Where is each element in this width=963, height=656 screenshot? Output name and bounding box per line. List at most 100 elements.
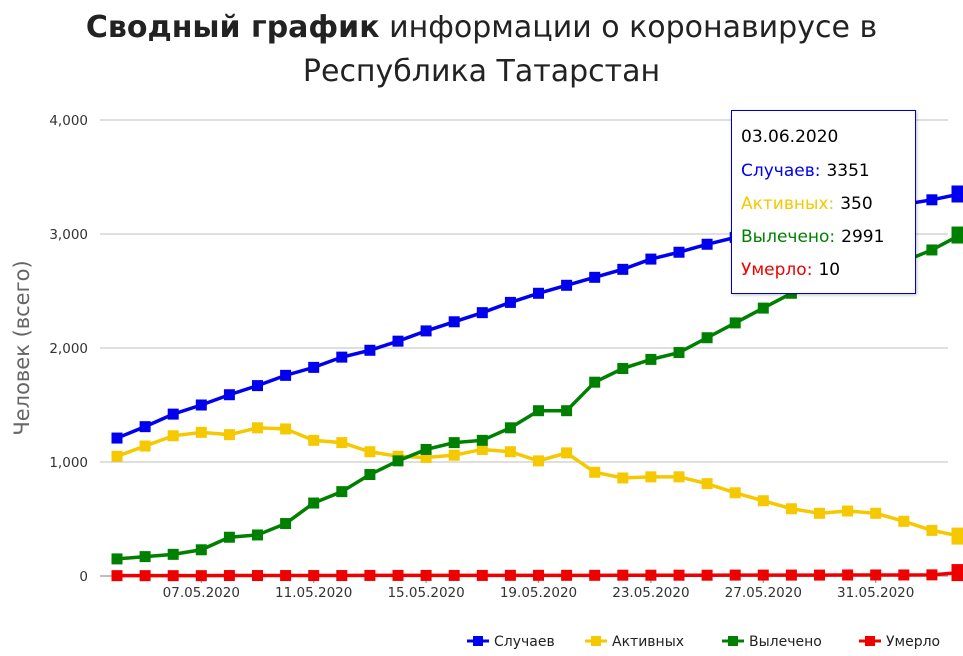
data-point[interactable] [195,399,207,411]
data-point[interactable] [757,495,769,507]
data-point[interactable] [785,503,797,515]
data-point[interactable] [561,405,573,417]
data-point[interactable] [223,429,235,441]
data-point[interactable] [645,471,657,483]
data-point[interactable] [504,296,516,308]
data-point[interactable] [842,569,854,581]
data-point[interactable] [336,486,348,498]
legend-item[interactable]: Случаев [467,634,555,650]
data-point[interactable] [111,450,123,462]
data-point[interactable] [476,443,488,455]
data-point[interactable] [898,515,910,527]
data-point[interactable] [167,430,179,442]
data-point[interactable] [729,317,741,329]
data-point[interactable] [533,455,544,467]
data-point[interactable] [561,279,573,291]
data-point[interactable] [785,569,797,581]
legend-item[interactable]: Умерло [859,634,940,650]
data-point[interactable] [252,422,263,434]
data-point[interactable] [926,244,938,256]
data-point[interactable] [589,569,601,581]
data-point[interactable] [589,271,601,283]
data-point[interactable] [476,307,488,319]
data-point[interactable] [561,447,573,459]
data-point[interactable] [195,426,207,438]
data-point[interactable] [167,408,179,420]
data-point[interactable] [364,569,376,581]
data-point[interactable] [504,446,516,458]
data-point[interactable] [701,332,713,344]
data-point[interactable] [252,529,263,541]
data-point[interactable] [308,497,320,509]
data-point[interactable] [617,263,629,275]
data-point[interactable] [673,471,685,483]
data-point[interactable] [280,518,292,530]
data-point[interactable] [336,570,348,582]
data-point[interactable] [645,569,657,581]
data-point[interactable] [139,440,151,452]
data-point[interactable] [111,432,123,444]
data-point[interactable] [645,253,657,265]
data-point[interactable] [533,405,544,417]
data-point[interactable] [223,531,235,543]
data-point[interactable] [336,351,348,363]
data-point[interactable] [561,569,573,581]
data-point[interactable] [195,544,207,556]
data-point[interactable] [195,570,207,582]
data-point[interactable] [589,466,601,478]
data-point[interactable] [951,527,963,545]
data-point[interactable] [729,487,741,499]
data-point[interactable] [420,443,432,455]
data-point[interactable] [645,353,657,365]
data-point[interactable] [223,570,235,582]
data-point[interactable] [280,570,292,582]
data-point[interactable] [364,344,376,356]
data-point[interactable] [673,569,685,581]
data-point[interactable] [420,325,432,337]
data-point[interactable] [223,389,235,401]
data-point[interactable] [701,569,713,581]
data-point[interactable] [139,570,151,582]
data-point[interactable] [617,472,629,484]
data-point[interactable] [392,455,404,467]
data-point[interactable] [167,570,179,582]
data-point[interactable] [533,569,544,581]
data-point[interactable] [139,551,151,563]
data-point[interactable] [364,469,376,481]
data-point[interactable] [533,287,544,299]
data-point[interactable] [617,363,629,375]
data-point[interactable] [308,434,320,446]
data-point[interactable] [951,185,963,203]
data-point[interactable] [926,569,938,581]
data-point[interactable] [280,369,292,381]
data-point[interactable] [701,478,713,490]
legend-item[interactable]: Вылечено [722,634,822,650]
data-point[interactable] [842,505,854,517]
data-point[interactable] [280,423,292,435]
data-point[interactable] [308,570,320,582]
data-point[interactable] [448,449,460,461]
data-point[interactable] [926,524,938,536]
data-point[interactable] [504,422,516,434]
data-point[interactable] [448,316,460,328]
data-point[interactable] [814,569,825,581]
data-point[interactable] [167,548,179,560]
data-point[interactable] [926,194,938,206]
data-point[interactable] [252,380,263,392]
data-point[interactable] [757,302,769,314]
data-point[interactable] [701,238,713,250]
data-point[interactable] [139,421,151,433]
data-point[interactable] [729,569,741,581]
data-point[interactable] [420,451,432,463]
data-point[interactable] [870,569,882,581]
data-point[interactable] [951,226,963,244]
data-point[interactable] [392,569,404,581]
data-point[interactable] [504,569,516,581]
data-point[interactable] [617,569,629,581]
data-point[interactable] [111,570,123,582]
data-point[interactable] [448,437,460,449]
data-point[interactable] [476,434,488,446]
data-point[interactable] [252,570,263,582]
data-point[interactable] [420,569,432,581]
legend-item[interactable]: Активных [585,634,684,650]
